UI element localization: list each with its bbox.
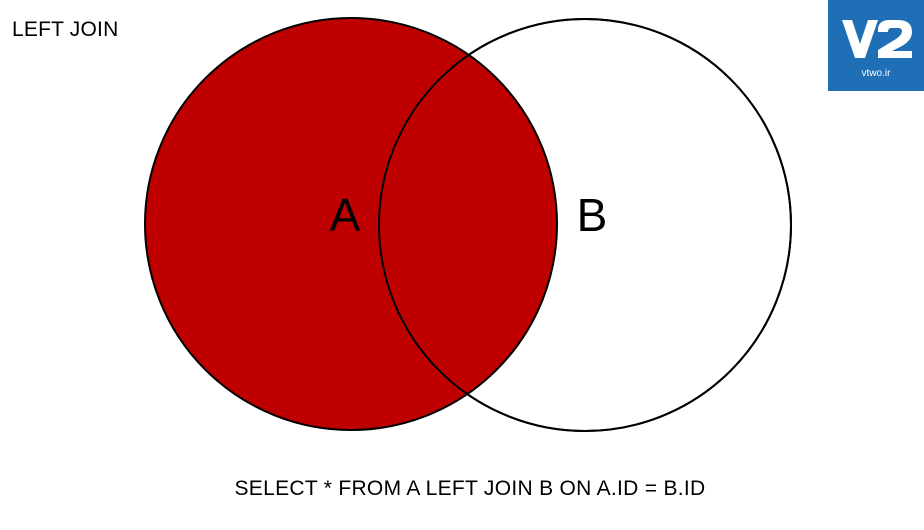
logo-domain-text: vtwo.ir bbox=[861, 68, 891, 79]
set-b-outline bbox=[378, 18, 792, 432]
diagram-title: LEFT JOIN bbox=[12, 18, 119, 41]
sql-query: SELECT * FROM A LEFT JOIN B ON A.ID = B.… bbox=[234, 477, 706, 500]
v2-logo-icon bbox=[842, 20, 912, 58]
set-b-label: B bbox=[577, 189, 608, 241]
vtwo-logo: vtwo.ir bbox=[828, 0, 924, 91]
set-a-circle bbox=[144, 17, 558, 431]
set-a-label: A bbox=[330, 189, 361, 241]
